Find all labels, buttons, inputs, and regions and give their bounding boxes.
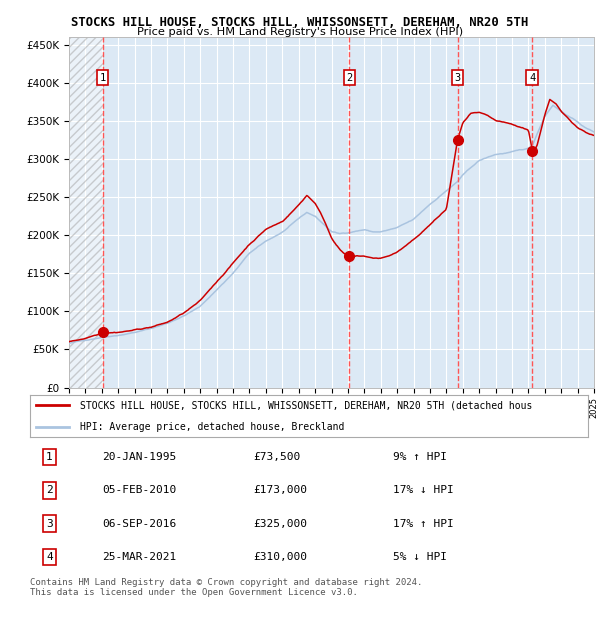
Text: 25-MAR-2021: 25-MAR-2021	[103, 552, 177, 562]
Text: 3: 3	[46, 518, 53, 528]
Text: 4: 4	[529, 73, 535, 83]
Text: 17% ↓ HPI: 17% ↓ HPI	[392, 485, 454, 495]
Text: 9% ↑ HPI: 9% ↑ HPI	[392, 452, 446, 462]
Text: 06-SEP-2016: 06-SEP-2016	[103, 518, 177, 528]
Text: 4: 4	[46, 552, 53, 562]
Text: £173,000: £173,000	[253, 485, 307, 495]
Text: Price paid vs. HM Land Registry's House Price Index (HPI): Price paid vs. HM Land Registry's House …	[137, 27, 463, 37]
Text: 5% ↓ HPI: 5% ↓ HPI	[392, 552, 446, 562]
Text: HPI: Average price, detached house, Breckland: HPI: Average price, detached house, Brec…	[80, 422, 344, 432]
Text: 17% ↑ HPI: 17% ↑ HPI	[392, 518, 454, 528]
Bar	[69, 37, 103, 387]
Text: £325,000: £325,000	[253, 518, 307, 528]
Text: 20-JAN-1995: 20-JAN-1995	[103, 452, 177, 462]
Text: STOCKS HILL HOUSE, STOCKS HILL, WHISSONSETT, DEREHAM, NR20 5TH (detached hous: STOCKS HILL HOUSE, STOCKS HILL, WHISSONS…	[80, 401, 533, 410]
Text: £310,000: £310,000	[253, 552, 307, 562]
Text: 05-FEB-2010: 05-FEB-2010	[103, 485, 177, 495]
Text: £73,500: £73,500	[253, 452, 301, 462]
Text: 3: 3	[454, 73, 461, 83]
Text: 1: 1	[46, 452, 53, 462]
Text: 1: 1	[100, 73, 106, 83]
Text: Contains HM Land Registry data © Crown copyright and database right 2024.
This d: Contains HM Land Registry data © Crown c…	[30, 578, 422, 597]
Text: STOCKS HILL HOUSE, STOCKS HILL, WHISSONSETT, DEREHAM, NR20 5TH: STOCKS HILL HOUSE, STOCKS HILL, WHISSONS…	[71, 16, 529, 29]
Text: 2: 2	[346, 73, 353, 83]
Text: 2: 2	[46, 485, 53, 495]
